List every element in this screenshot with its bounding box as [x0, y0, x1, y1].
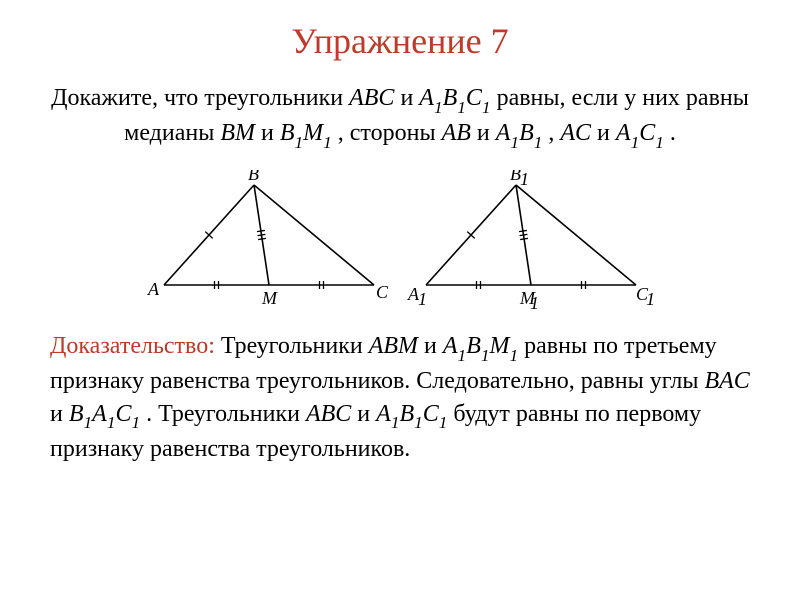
proof-label: Доказательство: [50, 333, 215, 359]
svg-text:M: M [261, 288, 278, 308]
proof-text: Доказательство: Треугольники ABM и A1B1M… [50, 330, 750, 465]
svg-text:B: B [248, 170, 259, 184]
sym-a1b1c1: A1B1C1 [419, 85, 490, 111]
text: Треугольники [221, 333, 369, 359]
problem-statement: Докажите, что треугольники ABC и A1B1C1 … [50, 82, 750, 152]
diagram-row: A B C M A1B1C1M1 [50, 170, 750, 310]
sym-abc: ABC [349, 85, 394, 111]
sym-abm: ABM [369, 333, 418, 359]
sym-bac: BAC [704, 368, 749, 394]
sym-ac: AC [560, 120, 591, 146]
text: и [261, 120, 280, 146]
sym-bm: BM [220, 120, 255, 146]
text: Докажите, что треугольники [51, 85, 349, 111]
text: , [548, 120, 560, 146]
sym-a1b1: A1B1 [496, 120, 543, 146]
svg-text:1: 1 [530, 293, 539, 310]
text: , стороны [338, 120, 442, 146]
exercise-title: Упражнение 7 [50, 20, 750, 62]
text: и [50, 401, 69, 427]
svg-text:1: 1 [520, 170, 529, 189]
sym-b1a1c1: B1A1C1 [69, 401, 140, 427]
sym-ab: AB [442, 120, 471, 146]
sym-a1b1c1: A1B1C1 [376, 401, 447, 427]
sym-b1m1: B1M1 [280, 120, 332, 146]
text: и [357, 401, 376, 427]
triangle-left-diagram: A B C M [144, 170, 394, 310]
text: и [597, 120, 616, 146]
sym-a1b1m1: A1B1M1 [443, 333, 518, 359]
text: и [424, 333, 443, 359]
svg-text:A: A [147, 279, 160, 299]
text: . [670, 120, 676, 146]
svg-text:1: 1 [418, 289, 427, 309]
text: . Треугольники [146, 401, 306, 427]
text: и [400, 85, 419, 111]
text: и [477, 120, 496, 146]
sym-abc: ABC [306, 401, 351, 427]
svg-text:C: C [376, 282, 389, 302]
svg-text:1: 1 [646, 289, 655, 309]
sym-a1c1: A1C1 [616, 120, 664, 146]
triangle-right-diagram: A1B1C1M1 [406, 170, 656, 310]
